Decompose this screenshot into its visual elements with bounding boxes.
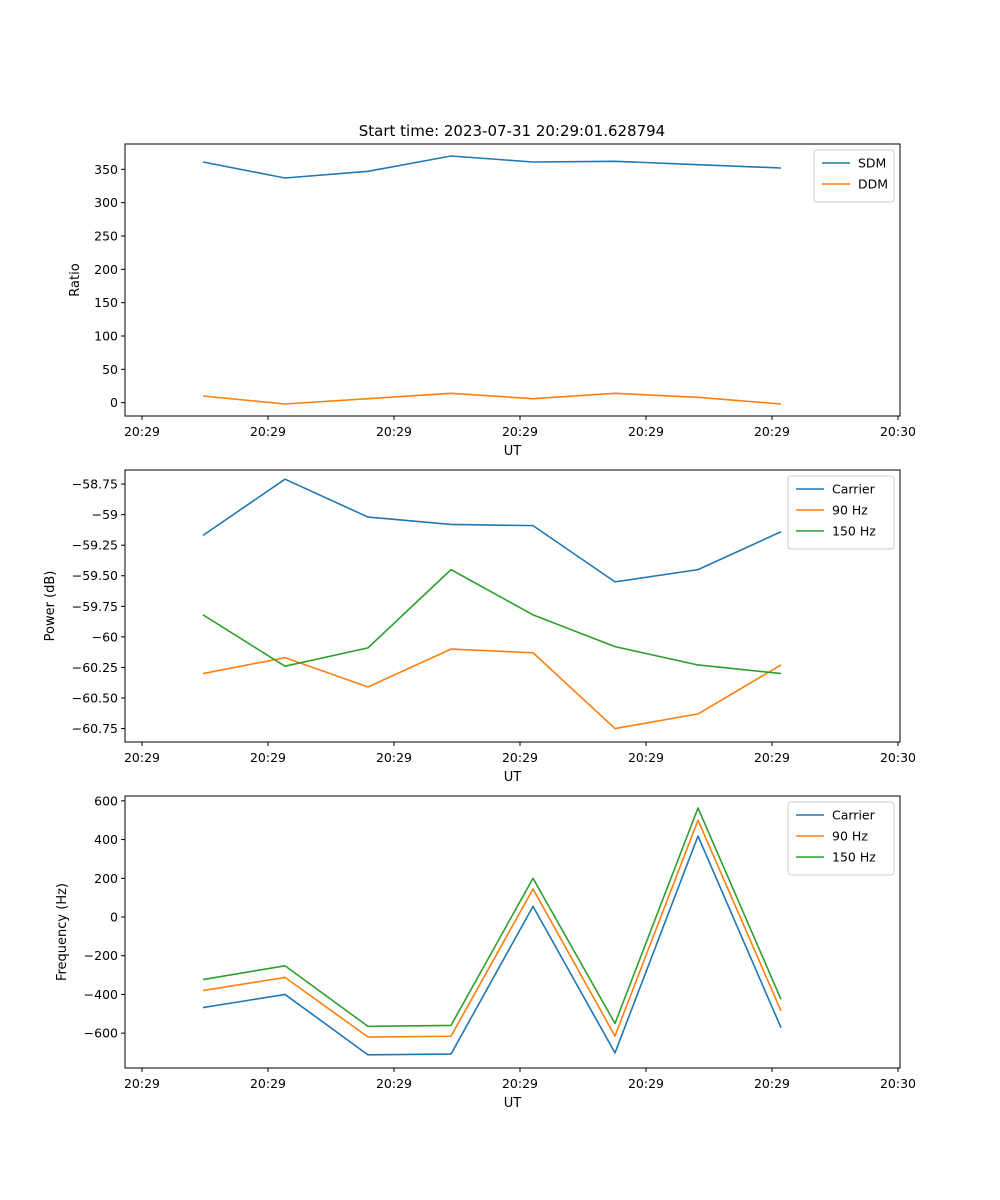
y-tick-label: −59.75 <box>72 599 118 614</box>
x-tick-label: 20:29 <box>628 1076 664 1091</box>
y-axis-label: Frequency (Hz) <box>55 883 70 981</box>
y-tick-label: 150 <box>94 295 118 310</box>
series-line-carrier <box>202 835 782 1056</box>
y-tick-label: −59.50 <box>72 568 118 583</box>
y-axis-label: Ratio <box>68 263 83 296</box>
y-tick-label: 0 <box>110 395 118 410</box>
legend: Carrier 90 Hz 150 Hz <box>787 475 895 550</box>
y-tick-label: 350 <box>94 162 118 177</box>
x-tick-label: 20:29 <box>376 424 412 439</box>
series-line-sdm <box>202 155 782 179</box>
y-tick-label: 200 <box>94 871 118 886</box>
x-tick-label: 20:29 <box>124 750 160 765</box>
y-tick-label: 600 <box>94 793 118 808</box>
x-axis-label: UT <box>504 770 522 785</box>
x-tick-label: 20:29 <box>124 1076 160 1091</box>
x-tick-label: 20:29 <box>250 1076 286 1091</box>
y-tick-label: −200 <box>84 948 118 963</box>
legend-label: 150 Hz <box>832 850 876 865</box>
series-line-150-hz <box>202 807 782 1028</box>
subplot-1: 0 50 100 150 200 250 300 350 20:29 20:29 20:29 20:2… <box>68 143 916 459</box>
axes-frame <box>124 143 901 417</box>
legend-label: SDM <box>858 156 886 171</box>
x-tick-label: 20:30 <box>880 750 916 765</box>
series-line-carrier <box>202 478 782 583</box>
x-axis-label: UT <box>504 1096 522 1111</box>
legend: SDM DDM <box>813 149 895 203</box>
y-tick-label: −58.75 <box>72 477 118 492</box>
x-tick-label: 20:29 <box>502 424 538 439</box>
legend: Carrier 90 Hz 150 Hz <box>787 801 895 876</box>
x-tick-label: 20:29 <box>250 424 286 439</box>
y-tick-label: 0 <box>110 909 118 924</box>
subplot-2: −60.75 −60.50 −60.25 −60 −59.75 −59.50 −59.25 −… <box>43 469 916 785</box>
y-tick-label: −60.25 <box>72 660 118 675</box>
x-tick-label: 20:29 <box>250 750 286 765</box>
x-tick-label: 20:30 <box>880 1076 916 1091</box>
y-axis-label: Power (dB) <box>43 571 58 642</box>
figure-title: Start time: 2023-07-31 20:29:01.628794 <box>359 122 665 140</box>
x-tick-label: 20:29 <box>376 1076 412 1091</box>
x-tick-label: 20:29 <box>628 750 664 765</box>
x-tick-label: 20:29 <box>628 424 664 439</box>
x-tick-label: 20:29 <box>754 750 790 765</box>
subplots: 0 50 100 150 200 250 300 350 20:29 20:29 20:29 20:2… <box>43 143 916 1111</box>
x-tick-label: 20:30 <box>880 424 916 439</box>
legend-label: 150 Hz <box>832 524 876 539</box>
y-tick-label: −600 <box>84 1026 118 1041</box>
x-tick-label: 20:29 <box>754 424 790 439</box>
y-tick-label: 250 <box>94 229 118 244</box>
y-tick-label: −59 <box>92 507 118 522</box>
y-tick-label: −60 <box>92 629 118 644</box>
series-line-ddm <box>202 392 782 405</box>
x-tick-label: 20:29 <box>502 1076 538 1091</box>
legend-label: 90 Hz <box>832 829 868 844</box>
legend-label: Carrier <box>832 808 876 823</box>
legend-label: DDM <box>858 177 888 192</box>
x-tick-label: 20:29 <box>754 1076 790 1091</box>
y-tick-label: −60.75 <box>72 721 118 736</box>
y-tick-label: 100 <box>94 329 118 344</box>
x-tick-label: 20:29 <box>502 750 538 765</box>
series-line-90-hz <box>202 819 782 1038</box>
y-tick-label: −60.50 <box>72 690 118 705</box>
x-tick-label: 20:29 <box>124 424 160 439</box>
y-tick-label: −59.25 <box>72 538 118 553</box>
y-tick-label: −400 <box>84 987 118 1002</box>
y-tick-label: 200 <box>94 262 118 277</box>
x-tick-label: 20:29 <box>376 750 412 765</box>
series-line-150-hz <box>202 568 782 675</box>
y-tick-label: 400 <box>94 832 118 847</box>
y-tick-label: 50 <box>102 362 118 377</box>
legend-label: 90 Hz <box>832 503 868 518</box>
x-axis-label: UT <box>504 444 522 459</box>
subplot-3: −600 −400 −200 0 200 400 600 20:29 20:29 20:29 20:… <box>55 793 916 1111</box>
axes-frame <box>124 795 901 1069</box>
y-tick-label: 300 <box>94 195 118 210</box>
legend-label: Carrier <box>832 482 876 497</box>
